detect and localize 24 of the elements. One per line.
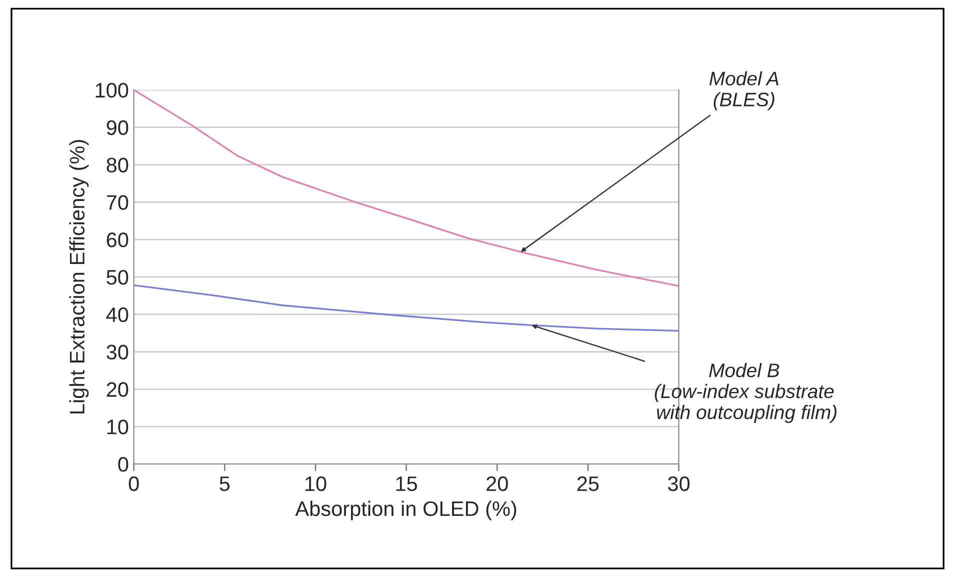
x-tick-label: 25: [577, 476, 599, 492]
y-tick-label: 100: [96, 82, 128, 98]
x-axis-title: Absorption in OLED (%): [295, 500, 516, 520]
x-tick-label: 0: [128, 476, 139, 492]
y-tick-label: 80: [106, 158, 128, 172]
annotation: Model B (Low-index substrate with outcoupling film): [654, 362, 836, 424]
y-axis-title: Light Extraction Efficiency (%): [69, 140, 89, 414]
x-tick-label: 10: [305, 476, 326, 492]
line-series: [134, 284, 679, 332]
y-tick-label: 60: [106, 232, 128, 248]
annotation: Model A (BLES): [709, 71, 778, 110]
y-tick-label: 70: [106, 195, 128, 210]
x-tick-label: 5: [220, 476, 230, 492]
y-tick-label: 20: [106, 382, 128, 397]
line-series: [134, 90, 679, 287]
x-tick-label: 20: [486, 476, 508, 492]
y-tick-label: 30: [106, 344, 128, 360]
x-tick-label: 15: [396, 476, 418, 492]
y-tick-label: 0: [118, 457, 128, 472]
y-tick-label: 40: [106, 307, 128, 322]
y-tick-label: 10: [107, 420, 128, 434]
x-tick-label: 30: [668, 476, 690, 492]
y-tick-label: 50: [106, 270, 128, 285]
y-tick-label: 90: [106, 120, 128, 136]
